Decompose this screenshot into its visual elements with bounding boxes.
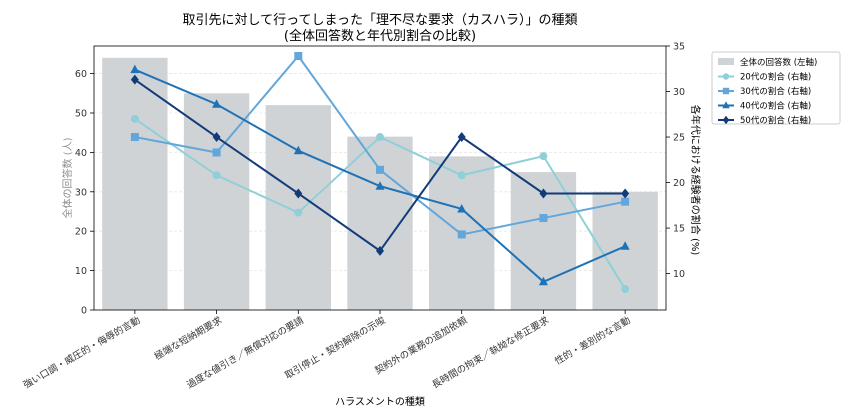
y-right-tick-label: 25 xyxy=(673,133,685,144)
legend-swatch-bars xyxy=(718,58,734,65)
y-right-tick-label: 20 xyxy=(673,178,685,189)
legend: 全体の回答数 (左軸) 20代の割合 (右軸) 30代の割合 (右軸) 40代の割合 … xyxy=(711,51,841,126)
legend-label: 全体の回答数 (左軸) xyxy=(740,57,817,68)
bar xyxy=(347,136,413,310)
series-point xyxy=(539,152,548,161)
legend-label: 30代の割合 (右軸) xyxy=(740,86,811,97)
legend-marker xyxy=(722,87,730,95)
series-point xyxy=(212,171,221,180)
series-point xyxy=(457,171,466,180)
series-point xyxy=(130,64,140,74)
series-point xyxy=(620,241,630,250)
y-axis-left-label: 全体の回答数 (人) xyxy=(61,137,74,218)
y-right-tick-label: 15 xyxy=(673,224,685,235)
chart-title: 取引先に対して行ってしまった「理不尽な要求（カスハラ）」の種類 xyxy=(183,12,578,28)
y-left-tick-label: 30 xyxy=(75,187,87,198)
x-tick-label: 性的・差別的な言動 xyxy=(553,314,633,367)
series-point xyxy=(539,214,548,223)
series-point xyxy=(538,276,548,286)
plot-area: 0 10 20 30 40 50 60 10 15 20 25 30 35 強い口調・威圧的・侮辱的言動極… xyxy=(21,42,685,392)
series-point xyxy=(621,188,630,199)
series-point xyxy=(457,230,466,239)
series-point xyxy=(457,132,466,143)
series-point xyxy=(293,145,303,155)
x-axis-label: ハラスメントの種類 xyxy=(335,395,425,408)
series-point xyxy=(376,245,384,256)
series-point xyxy=(130,74,139,85)
legend-marker xyxy=(722,73,730,80)
series-point xyxy=(294,188,303,199)
series-point xyxy=(130,114,139,123)
bar xyxy=(102,57,168,311)
legend-marker xyxy=(722,115,730,125)
series-point xyxy=(212,99,222,108)
x-tick-label: 強い口調・威圧的・侮辱的言動 xyxy=(21,314,142,391)
y-left-tick-label: 60 xyxy=(75,69,87,80)
series-point xyxy=(621,285,630,294)
series-point xyxy=(212,132,221,143)
series-point xyxy=(212,148,221,157)
legend-box xyxy=(711,51,841,125)
series-point xyxy=(294,52,303,61)
y-right-tick-label: 35 xyxy=(673,42,685,53)
series-point xyxy=(539,188,548,199)
series-point xyxy=(376,165,384,174)
y-left-tick-label: 10 xyxy=(75,266,87,277)
y-axis-right-label: 各年代における経験者の割合 (%) xyxy=(689,105,702,256)
legend-label: 50代の割合 (右軸) xyxy=(740,115,811,126)
x-tick-label: 極端な短納期要求 xyxy=(152,314,224,363)
series-point xyxy=(130,133,139,142)
y-left-tick-label: 0 xyxy=(81,306,87,317)
y-right-tick-label: 30 xyxy=(673,87,685,98)
bar xyxy=(265,105,331,310)
y-left-tick-label: 20 xyxy=(75,227,87,238)
series-point xyxy=(375,181,385,190)
legend-label: 40代の割合 (右軸) xyxy=(740,101,811,112)
y-left-tick-label: 40 xyxy=(75,148,87,159)
bar xyxy=(183,93,250,310)
y-left-tick-label: 50 xyxy=(75,108,87,119)
y-right-tick-label: 10 xyxy=(673,269,685,280)
series-point xyxy=(294,208,303,217)
series-point xyxy=(376,133,384,142)
chart-subtitle: (全体回答数と年代別割合の比較) xyxy=(284,28,476,44)
series-point xyxy=(621,197,630,206)
series-point xyxy=(457,203,467,213)
legend-label: 20代の割合 (右軸) xyxy=(740,72,811,83)
legend-marker xyxy=(722,101,730,109)
